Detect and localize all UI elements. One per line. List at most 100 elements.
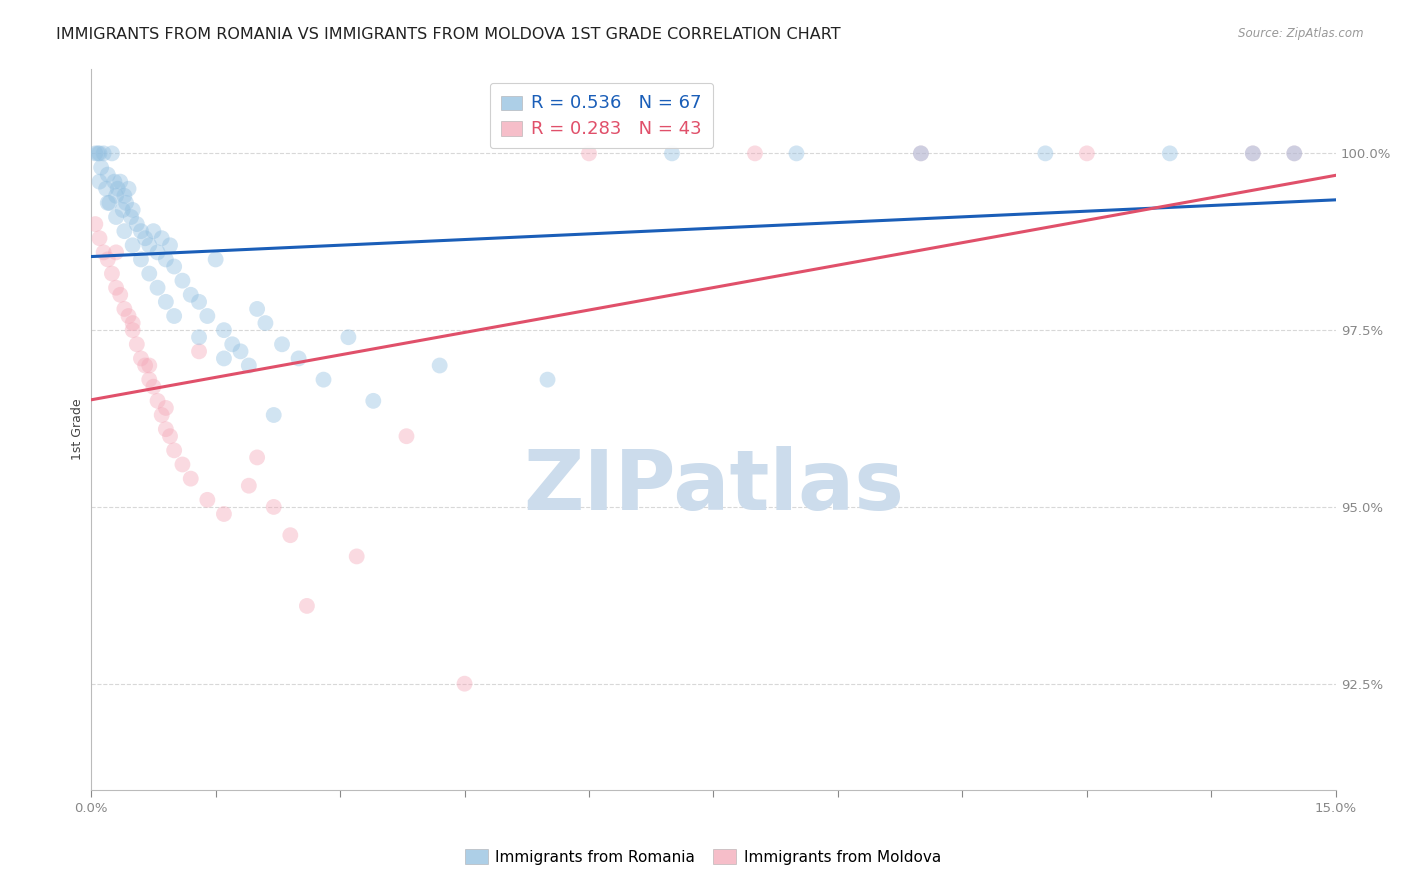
Point [159, 238, 181, 252]
Point [180, 287, 202, 301]
Point [146, 245, 169, 260]
Point [188, 294, 211, 309]
Point [212, 351, 235, 366]
Point [121, 323, 143, 337]
Point [188, 330, 211, 344]
Point [212, 323, 235, 337]
Point [661, 146, 683, 161]
Point [107, 182, 129, 196]
Point [180, 472, 202, 486]
Point [155, 422, 177, 436]
Point [90, 161, 112, 175]
Text: Source: ZipAtlas.com: Source: ZipAtlas.com [1239, 27, 1364, 40]
Point [129, 351, 152, 366]
Point [254, 316, 277, 330]
Point [172, 274, 194, 288]
Point [910, 146, 932, 161]
Point [112, 301, 135, 316]
Point [395, 429, 418, 443]
Point [93, 245, 115, 260]
Point [238, 359, 260, 373]
Point [188, 344, 211, 359]
Point [138, 359, 160, 373]
Point [163, 309, 186, 323]
Point [744, 146, 766, 161]
Point [204, 252, 226, 267]
Point [84, 146, 107, 161]
Point [138, 373, 160, 387]
Point [87, 146, 110, 161]
Point [110, 175, 132, 189]
Point [263, 408, 285, 422]
Point [103, 175, 125, 189]
Point [785, 146, 807, 161]
Point [195, 309, 218, 323]
Point [111, 202, 134, 217]
Legend: Immigrants from Romania, Immigrants from Moldova: Immigrants from Romania, Immigrants from… [458, 843, 948, 871]
Point [138, 267, 160, 281]
Point [155, 294, 177, 309]
Point [229, 344, 252, 359]
Point [105, 210, 128, 224]
Point [287, 351, 309, 366]
Point [98, 195, 121, 210]
Point [105, 245, 128, 260]
Point [89, 175, 111, 189]
Point [84, 217, 107, 231]
Point [112, 189, 135, 203]
Y-axis label: 1st Grade: 1st Grade [72, 399, 84, 460]
Point [115, 195, 138, 210]
Point [1159, 146, 1181, 161]
Point [105, 189, 128, 203]
Point [453, 676, 475, 690]
Point [129, 252, 152, 267]
Point [97, 252, 120, 267]
Point [172, 458, 194, 472]
Point [221, 337, 243, 351]
Point [121, 238, 143, 252]
Point [1284, 146, 1306, 161]
Point [138, 238, 160, 252]
Point [121, 316, 143, 330]
Point [129, 224, 152, 238]
Point [163, 443, 186, 458]
Point [263, 500, 285, 514]
Point [238, 479, 260, 493]
Text: ZIPatlas: ZIPatlas [523, 446, 904, 527]
Point [110, 287, 132, 301]
Point [112, 224, 135, 238]
Point [1284, 146, 1306, 161]
Point [1076, 146, 1098, 161]
Point [146, 281, 169, 295]
Point [159, 429, 181, 443]
Point [910, 146, 932, 161]
Point [146, 393, 169, 408]
Point [120, 210, 142, 224]
Point [195, 492, 218, 507]
Point [97, 168, 120, 182]
Point [134, 231, 156, 245]
Point [429, 359, 451, 373]
Point [134, 359, 156, 373]
Point [246, 450, 269, 465]
Point [295, 599, 318, 613]
Point [278, 528, 301, 542]
Point [142, 224, 165, 238]
Point [117, 309, 139, 323]
Point [337, 330, 360, 344]
Point [89, 231, 111, 245]
Point [105, 281, 128, 295]
Point [117, 182, 139, 196]
Point [150, 231, 173, 245]
Point [1035, 146, 1057, 161]
Point [101, 267, 124, 281]
Point [97, 195, 120, 210]
Point [89, 146, 111, 161]
Point [246, 301, 269, 316]
Point [101, 146, 124, 161]
Point [346, 549, 368, 564]
Point [125, 337, 148, 351]
Point [93, 146, 115, 161]
Point [155, 252, 177, 267]
Point [94, 182, 117, 196]
